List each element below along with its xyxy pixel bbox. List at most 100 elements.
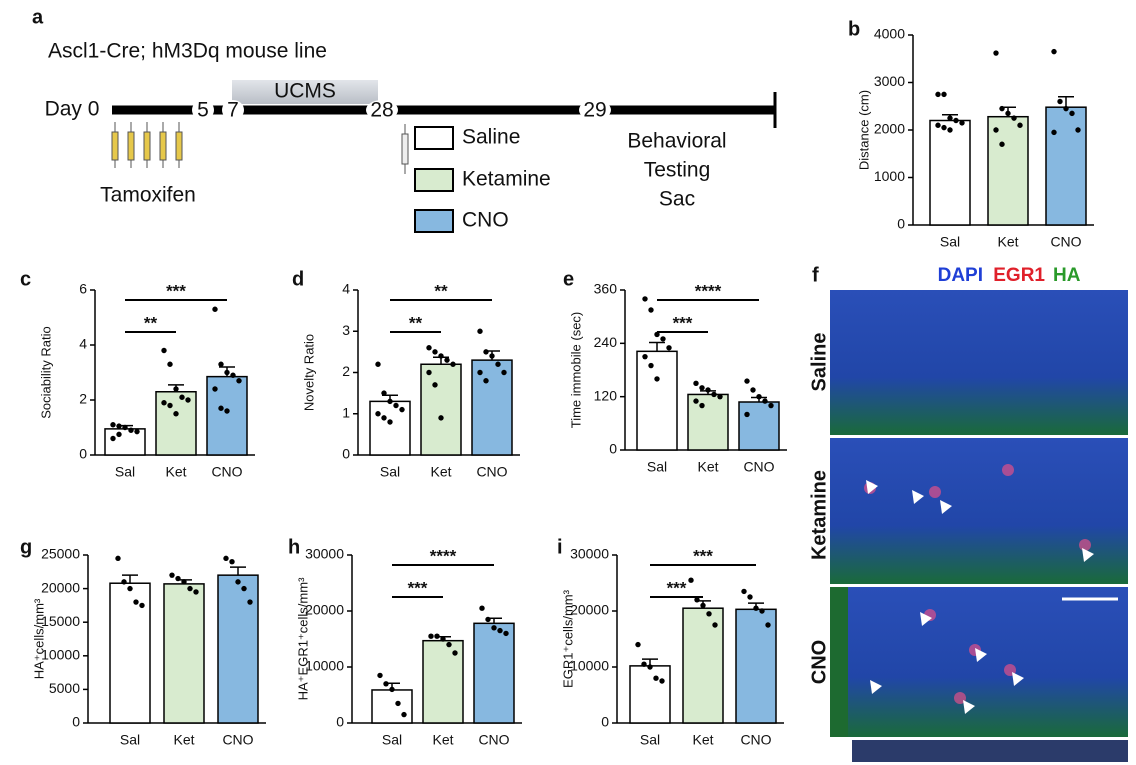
significance-label: **** bbox=[695, 281, 722, 300]
data-point bbox=[491, 625, 497, 631]
data-point bbox=[756, 393, 762, 400]
x-tick-label: CNO bbox=[478, 732, 509, 748]
data-point bbox=[426, 345, 432, 351]
data-point bbox=[647, 664, 653, 670]
y-tick-label: 2000 bbox=[874, 121, 905, 137]
data-point bbox=[432, 349, 438, 355]
data-point bbox=[641, 661, 647, 667]
data-point bbox=[648, 362, 654, 369]
data-point bbox=[744, 411, 750, 418]
data-point bbox=[218, 405, 224, 411]
data-point bbox=[452, 650, 458, 656]
y-tick-label: 10000 bbox=[305, 658, 344, 674]
bar bbox=[738, 401, 780, 451]
data-point bbox=[187, 585, 193, 592]
break bbox=[222, 100, 244, 120]
data-point bbox=[693, 398, 699, 404]
x-tick-label: Ket bbox=[997, 234, 1018, 250]
data-point bbox=[116, 423, 122, 429]
data-point bbox=[381, 390, 387, 396]
data-point bbox=[393, 402, 399, 409]
x-tick-label: Ket bbox=[430, 464, 451, 480]
data-point bbox=[993, 50, 999, 56]
data-point bbox=[483, 378, 489, 384]
data-point bbox=[375, 411, 381, 417]
data-point bbox=[375, 361, 381, 367]
data-point bbox=[401, 711, 407, 718]
data-point bbox=[935, 91, 941, 98]
day: 7 bbox=[227, 99, 239, 122]
data-point bbox=[712, 622, 718, 628]
data-point bbox=[693, 380, 699, 387]
x-tick-label: Ket bbox=[165, 464, 186, 480]
y-tick-label: 2 bbox=[79, 391, 87, 407]
panel-letter: c bbox=[20, 268, 31, 290]
x-tick-label: Sal bbox=[382, 732, 402, 748]
data-point bbox=[648, 307, 654, 313]
row-label: Ketamine bbox=[808, 470, 830, 560]
y-tick-label: 15000 bbox=[41, 613, 80, 629]
bar bbox=[1045, 106, 1087, 226]
data-point bbox=[212, 306, 218, 312]
data-point bbox=[503, 630, 509, 637]
y-tick-label: 20000 bbox=[305, 602, 344, 618]
error-bar bbox=[649, 341, 665, 352]
data-point bbox=[660, 336, 666, 342]
data-point bbox=[223, 555, 229, 562]
bar bbox=[636, 350, 678, 451]
legend-label: CNO bbox=[462, 209, 509, 232]
y-axis-label: Distance (cm) bbox=[856, 90, 871, 170]
significance-label: *** bbox=[667, 578, 687, 597]
data-point bbox=[161, 400, 167, 406]
y-axis-label: Time immobile (sec) bbox=[568, 312, 583, 429]
data-point bbox=[193, 589, 199, 595]
significance-label: *** bbox=[693, 546, 713, 565]
x-tick-label: CNO bbox=[743, 459, 774, 475]
micrograph-image bbox=[830, 290, 1128, 435]
bar bbox=[163, 583, 205, 724]
data-point bbox=[438, 415, 444, 421]
data-point bbox=[167, 402, 173, 409]
y-tick-label: 4 bbox=[79, 336, 87, 352]
bar bbox=[987, 115, 1029, 226]
y-tick-label: 2 bbox=[342, 363, 350, 379]
bar bbox=[471, 359, 513, 456]
row-label: CNO bbox=[808, 640, 830, 684]
data-point bbox=[744, 378, 750, 384]
data-point bbox=[389, 686, 395, 693]
day: 5 bbox=[197, 99, 209, 122]
period-label: UCMS bbox=[274, 80, 336, 103]
x-tick-label: CNO bbox=[222, 732, 253, 748]
x-tick-label: Ket bbox=[432, 732, 453, 748]
bar bbox=[735, 608, 777, 724]
significance-label: ** bbox=[144, 313, 158, 332]
x-tick-label: Sal bbox=[640, 732, 660, 748]
error-bar bbox=[230, 566, 246, 576]
data-point bbox=[399, 406, 405, 413]
legend-label: Ketamine bbox=[462, 168, 551, 191]
data-point bbox=[116, 431, 122, 438]
data-point bbox=[236, 378, 242, 384]
data-point bbox=[229, 559, 235, 565]
data-point bbox=[438, 353, 444, 359]
data-point bbox=[653, 675, 659, 681]
micrograph-image bbox=[830, 438, 1128, 584]
data-point bbox=[428, 633, 434, 639]
error-bar bbox=[122, 574, 138, 584]
data-point bbox=[477, 328, 483, 334]
data-point bbox=[483, 349, 489, 355]
data-point bbox=[935, 122, 941, 128]
data-point bbox=[501, 369, 507, 376]
x-tick-label: CNO bbox=[211, 464, 242, 480]
data-point bbox=[1075, 127, 1081, 133]
data-point bbox=[1051, 48, 1057, 55]
outcome: Testing bbox=[644, 159, 711, 182]
data-point bbox=[383, 681, 389, 687]
significance-label: **** bbox=[430, 546, 457, 565]
significance-label: *** bbox=[673, 313, 693, 332]
y-tick-label: 240 bbox=[594, 334, 618, 350]
data-point bbox=[110, 422, 116, 428]
y-tick-label: 1 bbox=[342, 404, 350, 420]
data-point bbox=[1011, 115, 1017, 121]
data-point bbox=[489, 353, 495, 359]
